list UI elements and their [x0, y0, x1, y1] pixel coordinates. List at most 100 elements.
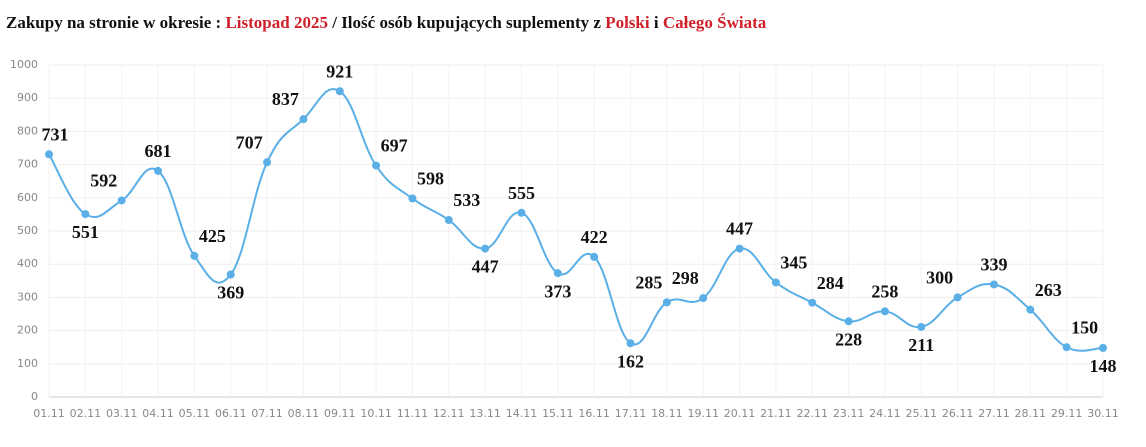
point [808, 298, 817, 307]
y-tick-label: 800 [17, 124, 38, 137]
data-label: 285 [635, 273, 662, 293]
point [553, 269, 562, 278]
point [735, 244, 744, 253]
point [299, 115, 308, 124]
x-tick-label: 02.11 [70, 407, 102, 420]
x-tick-label: 16.11 [578, 407, 610, 420]
point [45, 150, 53, 159]
point [1026, 305, 1035, 314]
series-line [48, 88, 1104, 352]
point [626, 339, 635, 348]
point [953, 293, 962, 302]
point [444, 216, 453, 225]
data-label: 598 [417, 169, 444, 189]
point [1099, 343, 1107, 352]
x-tick-label: 30.11 [1087, 407, 1119, 420]
x-tick-label: 07.11 [251, 407, 283, 420]
x-tick-label: 24.11 [869, 407, 901, 420]
x-tick-label: 06.11 [215, 407, 247, 420]
title-part: i [650, 13, 663, 32]
data-label: 447 [726, 219, 753, 239]
point [699, 294, 708, 303]
point [117, 196, 126, 205]
data-label: 422 [581, 227, 608, 247]
data-label: 228 [835, 329, 862, 349]
data-label: 258 [871, 281, 898, 301]
data-label: 345 [780, 253, 807, 273]
data-label: 298 [672, 268, 699, 288]
x-tick-label: 01.11 [33, 407, 65, 420]
point [662, 298, 671, 307]
x-tick-label: 08.11 [288, 407, 320, 420]
x-tick-label: 21.11 [760, 407, 792, 420]
point [771, 278, 780, 287]
point [917, 322, 926, 331]
data-label: 681 [145, 141, 172, 161]
data-label: 339 [980, 255, 1007, 275]
y-tick-label: 700 [17, 158, 38, 171]
data-label: 150 [1071, 317, 1098, 337]
data-label: 551 [72, 222, 99, 242]
x-tick-label: 18.11 [651, 407, 683, 420]
x-tick-label: 20.11 [724, 407, 756, 420]
point [517, 208, 526, 217]
point [590, 252, 599, 261]
data-label: 555 [508, 183, 535, 203]
x-tick-label: 11.11 [397, 407, 429, 420]
x-tick-label: 27.11 [978, 407, 1010, 420]
point [989, 280, 998, 289]
data-label: 211 [908, 335, 934, 355]
point [154, 166, 163, 175]
point [226, 270, 235, 279]
point [844, 317, 853, 326]
data-label: 425 [199, 226, 226, 246]
data-label: 837 [272, 89, 299, 109]
data-label: 921 [326, 61, 353, 81]
chart-title: Zakupy na stronie w okresie : Listopad 2… [6, 13, 767, 32]
x-tick-label: 19.11 [687, 407, 719, 420]
y-tick-label: 600 [17, 191, 38, 204]
point [263, 158, 272, 167]
data-label: 148 [1090, 356, 1117, 376]
point [1062, 343, 1071, 352]
x-tick-label: 23.11 [833, 407, 865, 420]
data-label: 300 [926, 268, 953, 288]
data-label: 373 [544, 281, 571, 301]
title-part: Listopad 2025 [225, 13, 328, 32]
title-part: Polski [605, 13, 650, 32]
data-label: 263 [1035, 280, 1062, 300]
data-label: 731 [42, 124, 69, 144]
data-label: 697 [381, 136, 408, 156]
x-tick-label: 12.11 [433, 407, 465, 420]
point [880, 307, 889, 316]
x-tick-label: 10.11 [360, 407, 392, 420]
title-part: / Ilość osób kupujących suplementy z [328, 13, 605, 32]
x-tick-label: 15.11 [542, 407, 574, 420]
y-tick-label: 400 [17, 257, 38, 270]
data-label: 162 [617, 351, 644, 371]
x-tick-label: 05.11 [179, 407, 211, 420]
title-part: Całego Świata [663, 13, 767, 32]
point [81, 210, 90, 219]
data-label: 707 [236, 132, 263, 152]
point [335, 87, 344, 96]
title-part: Zakupy na stronie w okresie : [6, 13, 225, 32]
data-label: 533 [453, 190, 480, 210]
data-label: 284 [817, 273, 844, 293]
data-label: 592 [90, 171, 117, 191]
y-tick-label: 200 [17, 324, 38, 337]
x-tick-label: 04.11 [142, 407, 174, 420]
point [408, 194, 417, 203]
x-tick-label: 28.11 [1015, 407, 1047, 420]
x-tick-label: 09.11 [324, 407, 356, 420]
point [190, 251, 199, 260]
y-tick-label: 300 [17, 290, 38, 303]
y-tick-label: 900 [17, 91, 38, 104]
x-tick-label: 26.11 [942, 407, 974, 420]
x-tick-label: 13.11 [469, 407, 501, 420]
y-tick-label: 0 [31, 390, 38, 403]
x-tick-label: 29.11 [1051, 407, 1083, 420]
point [372, 161, 381, 170]
x-tick-label: 25.11 [906, 407, 938, 420]
